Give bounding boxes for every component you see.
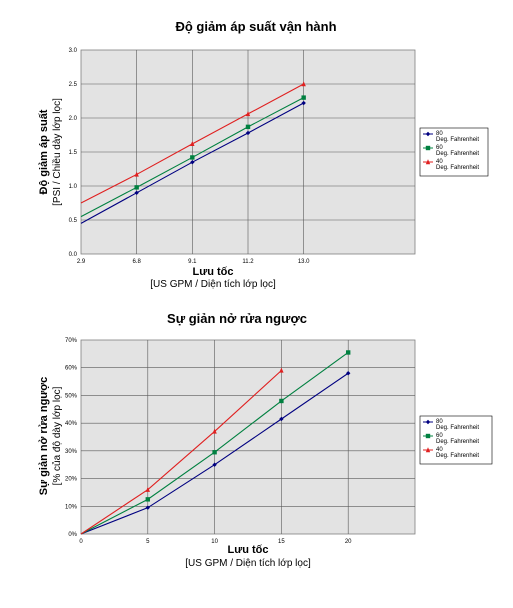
chart1-x-tick: 2.9 xyxy=(77,259,86,265)
chart2-xlabel: Lưu tốc xyxy=(228,544,269,556)
chart2-point-60 xyxy=(212,450,217,455)
chart1-x-tick: 9.1 xyxy=(188,259,197,265)
chart1-x-tick: 13.0 xyxy=(298,259,310,265)
chart2-y-tick: 60% xyxy=(65,366,78,372)
chart2-x-tick: 5 xyxy=(146,539,150,545)
chart1-legend-label-unit: Deg. Fahrenheit xyxy=(436,165,479,171)
chart2-legend-marker xyxy=(425,419,431,425)
chart1-point-80 xyxy=(301,100,306,106)
chart1-point-40 xyxy=(134,171,139,177)
chart1-xlabel: Lưu tốc xyxy=(193,266,234,278)
chart2-y-tick: 70% xyxy=(65,338,78,344)
chart2-y-tick: 0% xyxy=(68,532,77,538)
charts-layer: 2.9 6.8 9.1 11.2 13.0 0.0 0.5 1.0 1.5 2.0 2.5 3.0 80… xyxy=(65,48,493,545)
chart2-x-tick: 15 xyxy=(278,539,285,545)
chart1-point-60 xyxy=(190,155,195,160)
chart1: 2.9 6.8 9.1 11.2 13.0 0.0 0.5 1.0 1.5 2.0 2.5 3.0 80… xyxy=(69,48,489,265)
chart2-xlabel-unit: [US GPM / Diện tích lớp lọc] xyxy=(185,558,311,569)
chart1-point-60 xyxy=(134,185,139,190)
chart1-legend-label-unit: Deg. Fahrenheit xyxy=(436,151,479,157)
chart1-title: Độ giảm áp suất vận hành xyxy=(175,19,336,34)
chart1-ylabel-unit: [PSI / Chiều dày lớp lọc] xyxy=(51,98,63,206)
chart1-legend-marker xyxy=(425,159,431,165)
chart1-xlabel-unit: [US GPM / Diện tích lớp lọc] xyxy=(150,279,276,290)
chart2-legend-label-unit: Deg. Fahrenheit xyxy=(436,425,479,431)
chart1-y-tick: 1.0 xyxy=(69,184,78,190)
chart1-y-tick: 1.5 xyxy=(69,150,78,156)
chart2-y-tick: 20% xyxy=(65,477,78,483)
chart2-legend-marker xyxy=(425,433,431,439)
chart1-legend-label: 60 xyxy=(436,145,443,151)
chart1-legend-label-unit: Deg. Fahrenheit xyxy=(436,137,479,143)
chart1-legend-marker xyxy=(425,145,431,151)
chart1-point-80 xyxy=(245,130,251,136)
chart1-y-tick: 0.0 xyxy=(69,252,78,258)
chart2-point-60 xyxy=(346,350,351,355)
chart2-y-tick: 30% xyxy=(65,449,78,455)
chart2-title: Sự giản nở rửa ngược xyxy=(167,311,307,326)
chart1-point-40 xyxy=(190,141,195,147)
chart2-legend-label-unit: Deg. Fahrenheit xyxy=(436,439,479,445)
chart2-legend-label: 60 xyxy=(436,433,443,439)
chart2-legend-label: 40 xyxy=(436,447,443,453)
chart1-x-tick: 11.2 xyxy=(242,259,254,265)
chart1-x-tick: 6.8 xyxy=(132,259,141,265)
chart2-y-tick: 40% xyxy=(65,421,78,427)
chart1-ylabel: Độ giảm áp suất xyxy=(38,109,50,194)
chart1-legend xyxy=(419,127,489,177)
chart1-point-60 xyxy=(301,95,306,100)
chart2-plot-area xyxy=(80,339,416,535)
chart2-legend-marker xyxy=(425,447,431,453)
chart1-legend-label: 40 xyxy=(436,159,443,165)
chart1-legend-marker xyxy=(425,131,431,137)
chart2-series-line-40 xyxy=(80,370,282,535)
chart2-point-60 xyxy=(279,398,284,404)
chart2-x-tick: 20 xyxy=(345,539,352,545)
chart2-legend-label: 80 xyxy=(436,419,443,425)
chart2-y-tick: 10% xyxy=(65,504,78,510)
chart1-point-80 xyxy=(190,160,195,165)
chart2-point-40 xyxy=(212,428,217,434)
chart2-point-80 xyxy=(279,416,284,422)
chart2-point-80 xyxy=(212,462,217,467)
chart1-y-tick: 0.5 xyxy=(69,218,78,224)
chart2-point-40 xyxy=(145,486,150,492)
chart1-y-tick: 2.5 xyxy=(69,82,78,88)
chart2-x-tick: 10 xyxy=(211,539,218,545)
chart1-point-40 xyxy=(301,81,306,87)
chart1-point-60 xyxy=(245,124,251,130)
chart1-point-40 xyxy=(245,111,251,117)
chart2-ylabel: Sự giản nở rửa ngược xyxy=(38,377,50,495)
chart2-y-tick: 50% xyxy=(65,393,78,399)
chart2-legend-label-unit: Deg. Fahrenheit xyxy=(436,453,479,459)
chart2-x-tick: 0 xyxy=(79,539,83,545)
chart1-point-80 xyxy=(134,190,139,195)
chart2-point-40 xyxy=(279,367,284,373)
chart2-legend xyxy=(419,415,493,465)
chart1-y-tick: 3.0 xyxy=(69,48,78,54)
chart2-point-80 xyxy=(346,371,351,376)
chart1-legend-label: 80 xyxy=(436,131,443,137)
chart2-point-80 xyxy=(145,505,150,510)
chart1-y-tick: 2.0 xyxy=(69,116,78,122)
chart2-point-60 xyxy=(145,497,150,502)
chart2-ylabel-unit: [% của độ dày lớp lọc] xyxy=(51,386,63,485)
